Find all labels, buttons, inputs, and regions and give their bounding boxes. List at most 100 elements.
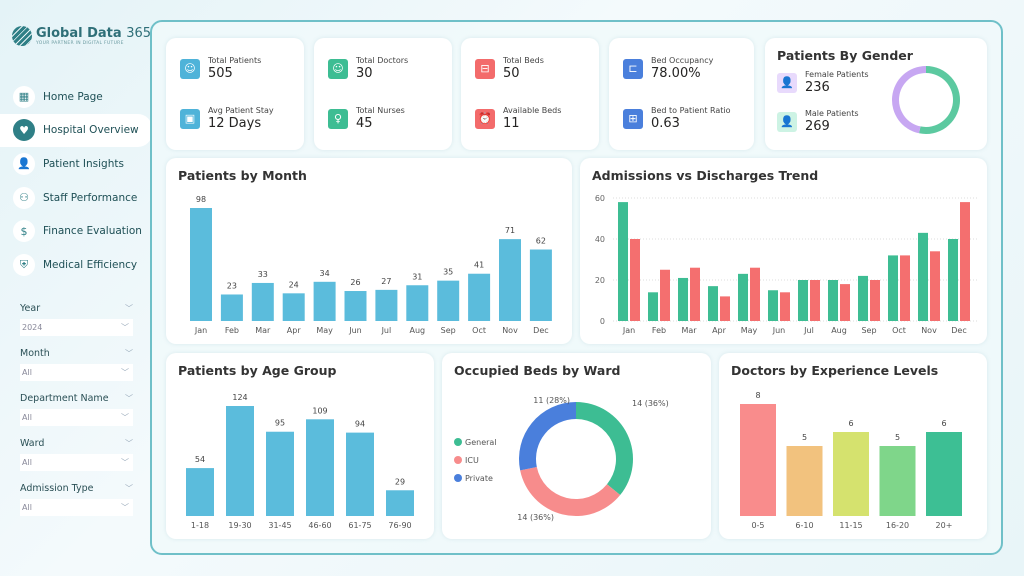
kpi-available-beds: ⏰ Available Beds 11 — [475, 106, 561, 131]
legend: General ICU Private — [454, 433, 497, 487]
nav-item-finance-evaluation[interactable]: $ Finance Evaluation — [0, 214, 150, 248]
bar-Nov[interactable] — [918, 232, 928, 321]
bar-76-90[interactable] — [386, 490, 414, 516]
donut-slice-general[interactable] — [576, 402, 633, 496]
bar-Aug[interactable] — [840, 284, 850, 321]
bar-Mar[interactable] — [251, 282, 274, 321]
bar-6-10[interactable] — [786, 446, 823, 516]
bar-Jul[interactable] — [375, 289, 398, 321]
nav-item-patient-insights[interactable]: 👤 Patient Insights — [0, 147, 150, 181]
chart-title: Patients by Month — [178, 168, 307, 183]
bar-Jul[interactable] — [810, 280, 820, 321]
kpi-value: 30 — [356, 66, 373, 81]
alarm-icon: ⏰ — [475, 108, 495, 129]
donut-slice-private[interactable] — [519, 402, 576, 471]
filter-ward: Ward ﹀ All ﹀ — [20, 435, 133, 471]
legend-item[interactable]: General — [454, 433, 497, 451]
filter-dropdown[interactable]: All ﹀ — [20, 454, 133, 471]
kpi-value: 11 — [503, 116, 520, 131]
bar-Mar[interactable] — [678, 277, 688, 321]
data-label: 41 — [474, 261, 484, 270]
chevron-down-icon[interactable]: ﹀ — [125, 438, 133, 448]
filter-dropdown[interactable]: All ﹀ — [20, 409, 133, 426]
bar-May[interactable] — [313, 281, 336, 321]
bar-Oct[interactable] — [900, 255, 910, 321]
chevron-down-icon[interactable]: ﹀ — [125, 393, 133, 403]
kpi-card: ⊟ Total Beds 50 ⏰ Available Beds 11 — [461, 38, 599, 150]
bar-11-15[interactable] — [833, 432, 869, 516]
bar-Oct[interactable] — [888, 255, 898, 321]
kpi-label: Bed to Patient Ratio — [651, 106, 731, 115]
bar-20+[interactable] — [926, 432, 962, 516]
bar-May[interactable] — [738, 273, 748, 321]
bar-Feb[interactable] — [660, 269, 670, 321]
bar-16-20[interactable] — [879, 446, 916, 516]
bar-1-18[interactable] — [186, 468, 214, 516]
bar-Aug[interactable] — [406, 285, 429, 321]
bar-Apr[interactable] — [282, 293, 305, 321]
kpi-total-beds: ⊟ Total Beds 50 — [475, 56, 544, 81]
bar-Apr[interactable] — [720, 296, 730, 321]
bar-Dec[interactable] — [948, 239, 958, 321]
bar-Sep[interactable] — [870, 280, 880, 321]
chevron-down-icon[interactable]: ﹀ — [125, 348, 133, 358]
bar-May[interactable] — [750, 267, 760, 321]
bar-Feb[interactable] — [648, 292, 658, 321]
filter-label: Month — [20, 347, 50, 359]
bar-Jun[interactable] — [768, 290, 778, 321]
kpi-value: 12 Days — [208, 116, 262, 131]
bar-Dec[interactable] — [529, 249, 552, 321]
donut-slice-female[interactable] — [892, 66, 926, 134]
filter-dropdown[interactable]: All ﹀ — [20, 499, 133, 516]
kpi-female: 👤 Female Patients 236 — [777, 70, 869, 95]
bar-46-60[interactable] — [306, 419, 334, 516]
nav-item-home-page[interactable]: ▦ Home Page — [0, 80, 150, 114]
chevron-down-icon[interactable]: ﹀ — [125, 303, 133, 313]
doctors-experience-card: Doctors by Experience Levels 8 0-5 5 6-10 6 11… — [719, 353, 987, 539]
nav-label: Home Page — [43, 90, 103, 103]
bar-Jun[interactable] — [780, 292, 790, 321]
kpi-label: Total Nurses — [356, 106, 405, 115]
bar-Feb[interactable] — [220, 294, 243, 321]
shield-icon: ⛨ — [13, 253, 35, 276]
bar-Nov[interactable] — [930, 251, 940, 321]
bar-Sep[interactable] — [858, 275, 868, 321]
chevron-down-icon[interactable]: ﹀ — [125, 483, 133, 493]
nav-item-staff-performance[interactable]: ⚇ Staff Performance — [0, 181, 150, 215]
legend-item[interactable]: ICU — [454, 451, 497, 469]
bar-31-45[interactable] — [266, 431, 294, 516]
bar-Nov[interactable] — [499, 239, 521, 321]
patient-icon: 👤 — [13, 152, 35, 175]
chart-svg: 98 Jan 23 Feb 33 Mar 24 Apr 34 May 26 Jun 27 Jul 31 Aug… — [190, 195, 552, 335]
bar-Dec[interactable] — [960, 202, 970, 321]
legend-item[interactable]: Private — [454, 469, 497, 487]
bar-Apr[interactable] — [708, 286, 718, 321]
bar-Sep[interactable] — [437, 280, 460, 321]
bar-61-75[interactable] — [346, 432, 374, 516]
bar-Oct[interactable] — [468, 273, 491, 321]
chevron-down-icon: ﹀ — [121, 368, 129, 377]
data-label: 8 — [755, 391, 760, 400]
bar-Jul[interactable] — [798, 280, 808, 321]
donut-slice-male[interactable] — [919, 66, 960, 135]
bar-Jan[interactable] — [190, 208, 212, 321]
donut-slice-icu[interactable] — [520, 467, 621, 516]
y-tick-label: 0 — [600, 317, 605, 326]
chart-title: Occupied Beds by Ward — [454, 363, 621, 378]
data-label: 98 — [196, 195, 206, 204]
x-tick-label: Jun — [348, 326, 362, 335]
bar-Jan[interactable] — [618, 202, 628, 321]
filter-dropdown[interactable]: 2024 ﹀ — [20, 319, 133, 336]
bar-19-30[interactable] — [226, 406, 254, 516]
kpi-card: ☺ Total Patients 505 ▣ Avg Patient Stay 12 Da… — [166, 38, 304, 150]
bar-Mar[interactable] — [690, 267, 700, 321]
nav-item-medical-efficiency[interactable]: ⛨ Medical Efficiency — [0, 248, 150, 282]
bar-Aug[interactable] — [828, 280, 838, 321]
bar-Jan[interactable] — [630, 239, 640, 321]
nav-label: Hospital Overview — [43, 124, 139, 137]
bar-0-5[interactable] — [740, 404, 776, 516]
bar-Jun[interactable] — [344, 291, 367, 321]
filter-dropdown[interactable]: All ﹀ — [20, 364, 133, 381]
nav-item-hospital-overview[interactable]: ♥ Hospital Overview — [0, 113, 152, 148]
data-label: 109 — [312, 406, 327, 415]
